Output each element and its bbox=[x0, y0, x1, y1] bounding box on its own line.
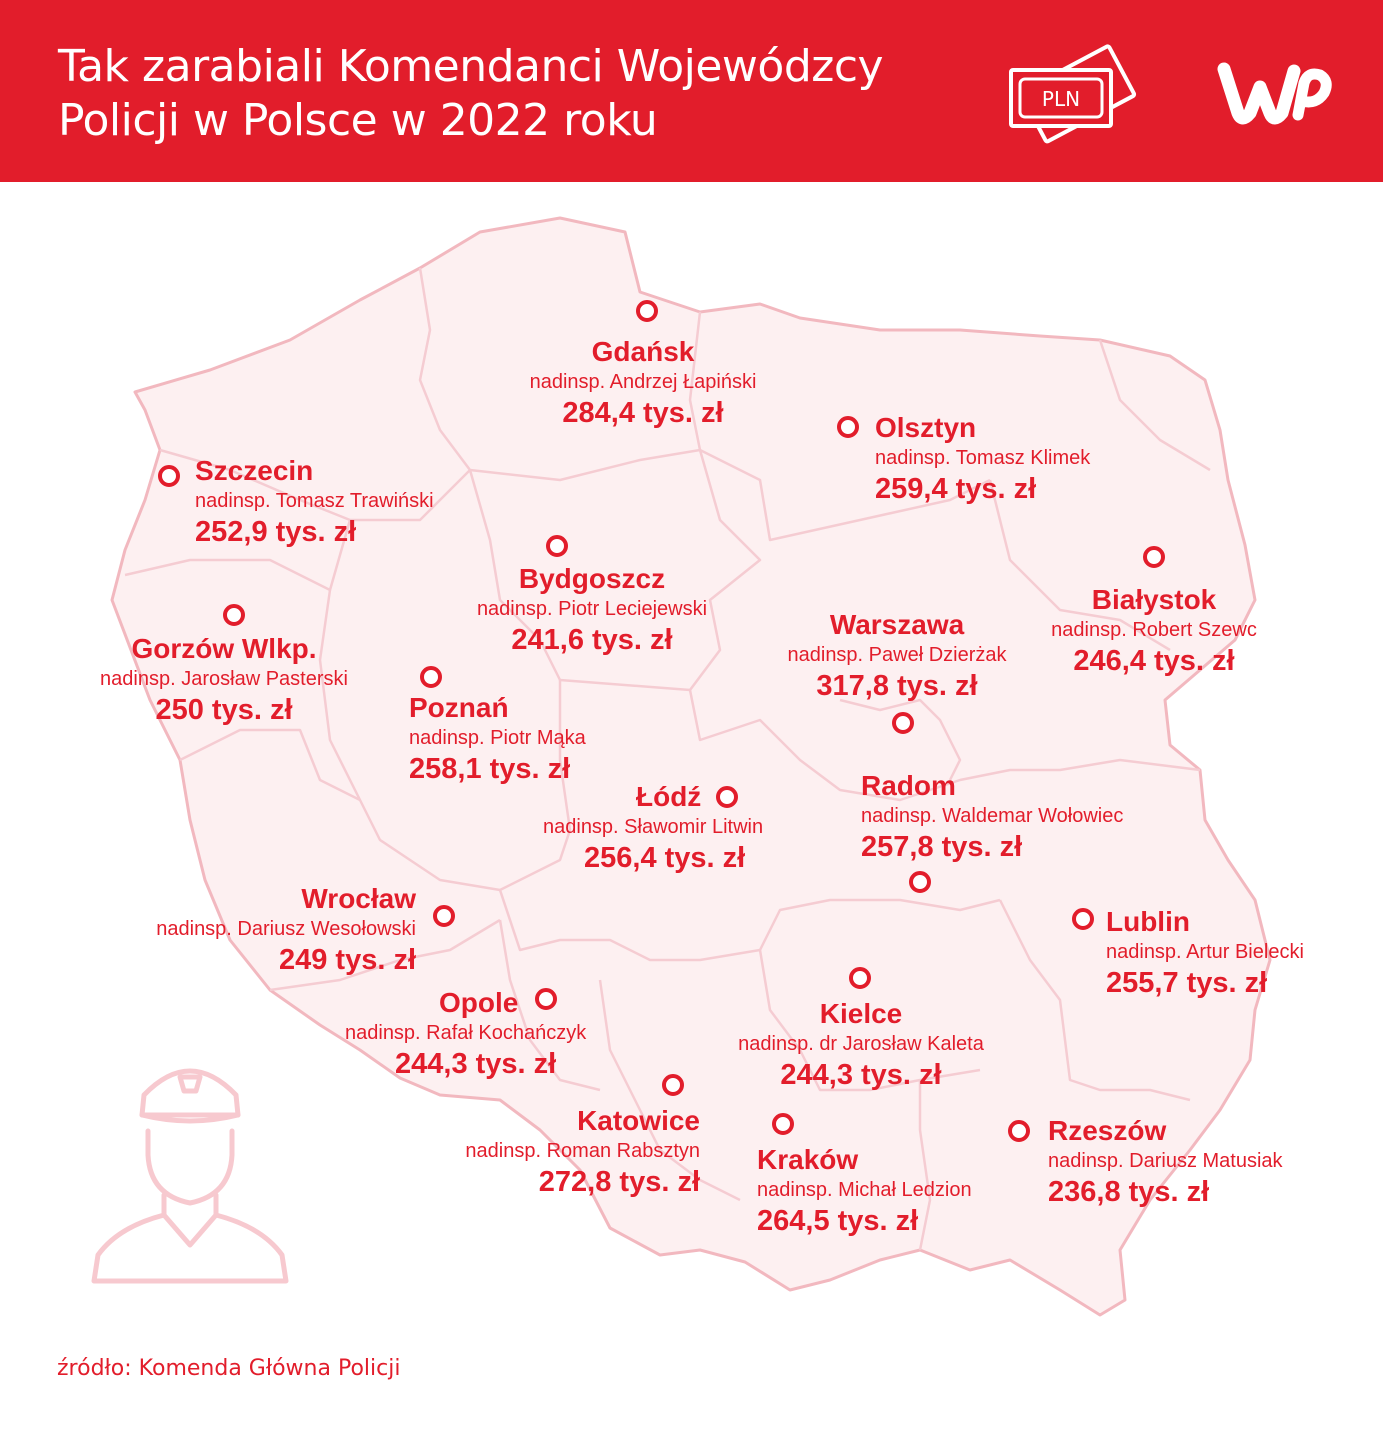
city-marker-icon bbox=[849, 967, 871, 989]
city-label-katowice: Katowice nadinsp. Roman Rabsztyn 272,8 t… bbox=[420, 1104, 700, 1200]
commander-name: nadinsp. Tomasz Trawiński bbox=[195, 490, 434, 512]
city-name: Szczecin bbox=[195, 455, 314, 486]
city-name: Białystok bbox=[1091, 584, 1217, 615]
city-label-rzeszow: Rzeszów nadinsp. Dariusz Matusiak 236,8 … bbox=[1048, 1114, 1283, 1210]
city-marker-icon bbox=[433, 905, 455, 927]
commander-name: nadinsp. Sławomir Litwin bbox=[543, 816, 764, 838]
city-name: Lublin bbox=[1106, 906, 1190, 937]
header-banner: Tak zarabiali Komendanci Wojewódzcy Poli… bbox=[0, 0, 1383, 182]
commander-name: nadinsp. dr Jarosław Kaleta bbox=[738, 1033, 984, 1055]
commander-name: nadinsp. Dariusz Wesołowski bbox=[156, 918, 416, 940]
city-marker-icon bbox=[535, 988, 557, 1010]
city-marker-icon bbox=[837, 416, 859, 438]
salary-amount: 317,8 tys. zł bbox=[816, 670, 978, 702]
salary-amount: 249 tys. zł bbox=[278, 944, 416, 976]
salary-amount: 244,3 tys. zł bbox=[780, 1059, 942, 1091]
salary-amount: 272,8 tys. zł bbox=[538, 1166, 700, 1198]
city-marker-icon bbox=[909, 871, 931, 893]
city-marker-icon bbox=[892, 712, 914, 734]
city-name: Olsztyn bbox=[875, 412, 977, 443]
city-label-opole: Opole nadinsp. Rafał Kochańczyk 244,3 ty… bbox=[345, 986, 586, 1082]
city-name: Opole bbox=[439, 987, 519, 1018]
voivodeship-borders bbox=[124, 267, 1211, 1251]
city-name: Bydgoszcz bbox=[518, 563, 666, 594]
city-marker-icon bbox=[546, 535, 568, 557]
salary-amount: 236,8 tys. zł bbox=[1048, 1176, 1210, 1208]
city-label-warszawa: Warszawa nadinsp. Paweł Dzierżak 317,8 t… bbox=[766, 608, 1028, 704]
poland-outline bbox=[110, 216, 1272, 1317]
commander-name: nadinsp. Jarosław Pasterski bbox=[100, 668, 348, 690]
salary-amount: 250 tys. zł bbox=[155, 694, 293, 726]
city-label-lodz: Łódź nadinsp. Sławomir Litwin 256,4 tys.… bbox=[543, 780, 763, 876]
source-note: źródło: Komenda Główna Policji bbox=[57, 1356, 401, 1381]
title-line-2: Policji w Polsce w 2022 roku bbox=[58, 95, 658, 146]
title-line-1: Tak zarabiali Komendanci Wojewódzcy bbox=[58, 41, 884, 92]
city-label-bialystok: Białystok nadinsp. Robert Szewc 246,4 ty… bbox=[1024, 583, 1284, 679]
commander-name: nadinsp. Paweł Dzierżak bbox=[787, 644, 1007, 666]
city-label-lublin: Lublin nadinsp. Artur Bielecki 255,7 tys… bbox=[1106, 905, 1304, 1001]
city-name: Radom bbox=[861, 770, 956, 801]
city-marker-icon bbox=[662, 1074, 684, 1096]
salary-amount: 241,6 tys. zł bbox=[511, 624, 673, 656]
city-name: Gorzów Wlkp. bbox=[131, 633, 317, 664]
city-name: Gdańsk bbox=[591, 336, 695, 367]
commander-name: nadinsp. Rafał Kochańczyk bbox=[345, 1022, 587, 1044]
salary-amount: 259,4 tys. zł bbox=[875, 473, 1037, 505]
city-marker-icon bbox=[716, 786, 738, 808]
salary-amount: 252,9 tys. zł bbox=[195, 516, 357, 548]
commander-name: nadinsp. Andrzej Łapiński bbox=[529, 371, 757, 393]
salary-amount: 244,3 tys. zł bbox=[395, 1048, 557, 1080]
commander-name: nadinsp. Dariusz Matusiak bbox=[1048, 1150, 1283, 1172]
city-marker-icon bbox=[1143, 546, 1165, 568]
city-name: Łódź bbox=[636, 781, 702, 812]
city-label-szczecin: Szczecin nadinsp. Tomasz Trawiński 252,9… bbox=[195, 454, 434, 550]
commander-name: nadinsp. Robert Szewc bbox=[1051, 619, 1257, 641]
city-name: Katowice bbox=[577, 1105, 700, 1136]
police-officer-icon bbox=[91, 1068, 289, 1284]
commander-name: nadinsp. Michał Ledzion bbox=[757, 1179, 972, 1201]
city-label-kielce: Kielce nadinsp. dr Jarosław Kaleta 244,3… bbox=[711, 997, 1011, 1093]
city-marker-icon bbox=[636, 300, 658, 322]
city-name: Poznań bbox=[409, 692, 509, 723]
city-name: Rzeszów bbox=[1048, 1115, 1167, 1146]
city-marker-icon bbox=[158, 465, 180, 487]
city-label-bydgoszcz: Bydgoszcz nadinsp. Piotr Leciejewski 241… bbox=[452, 562, 732, 658]
salary-amount: 255,7 tys. zł bbox=[1106, 967, 1268, 999]
city-label-gdansk: Gdańsk nadinsp. Andrzej Łapiński 284,4 t… bbox=[503, 335, 783, 431]
commander-name: nadinsp. Piotr Leciejewski bbox=[476, 598, 708, 620]
city-marker-icon bbox=[1008, 1120, 1030, 1142]
city-name: Wrocław bbox=[301, 883, 416, 914]
city-marker-icon bbox=[420, 666, 442, 688]
city-label-wroclaw: Wrocław nadinsp. Dariusz Wesołowski 249 … bbox=[110, 882, 416, 978]
salary-amount: 257,8 tys. zł bbox=[861, 831, 1023, 863]
commander-name: nadinsp. Tomasz Klimek bbox=[875, 447, 1091, 469]
salary-amount: 284,4 tys. zł bbox=[562, 397, 724, 429]
poland-map bbox=[110, 216, 1272, 1317]
banknote-label: PLN bbox=[1042, 87, 1080, 111]
city-label-krakow: Kraków nadinsp. Michał Ledzion 264,5 tys… bbox=[757, 1143, 972, 1239]
city-label-radom: Radom nadinsp. Waldemar Wołowiec 257,8 t… bbox=[861, 769, 1123, 865]
commander-name: nadinsp. Piotr Mąka bbox=[409, 727, 586, 749]
city-marker-icon bbox=[1072, 908, 1094, 930]
city-label-olsztyn: Olsztyn nadinsp. Tomasz Klimek 259,4 tys… bbox=[875, 411, 1090, 507]
commander-name: nadinsp. Artur Bielecki bbox=[1106, 941, 1304, 963]
page-title: Tak zarabiali Komendanci Wojewódzcy Poli… bbox=[58, 40, 884, 148]
salary-amount: 256,4 tys. zł bbox=[584, 842, 746, 874]
commander-name: nadinsp. Roman Rabsztyn bbox=[465, 1140, 700, 1162]
city-name: Warszawa bbox=[829, 609, 965, 640]
salary-amount: 246,4 tys. zł bbox=[1073, 645, 1235, 677]
city-name: Kielce bbox=[819, 998, 903, 1029]
wp-logo bbox=[1217, 62, 1332, 125]
banknote-icon: PLN bbox=[1009, 44, 1137, 144]
salary-amount: 264,5 tys. zł bbox=[757, 1205, 919, 1237]
city-marker-icon bbox=[772, 1113, 794, 1135]
salary-amount: 258,1 tys. zł bbox=[409, 753, 571, 785]
city-label-gorzow: Gorzów Wlkp. nadinsp. Jarosław Pasterski… bbox=[74, 632, 374, 728]
commander-name: nadinsp. Waldemar Wołowiec bbox=[861, 805, 1124, 827]
city-label-poznan: Poznań nadinsp. Piotr Mąka 258,1 tys. zł bbox=[409, 691, 586, 787]
city-marker-icon bbox=[223, 604, 245, 626]
city-name: Kraków bbox=[757, 1144, 859, 1175]
